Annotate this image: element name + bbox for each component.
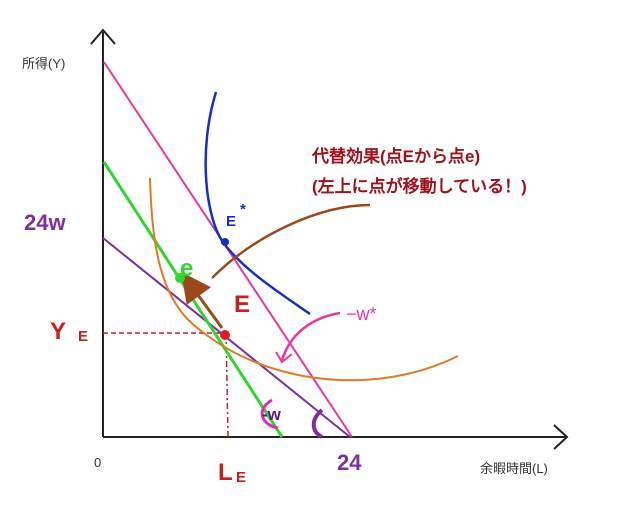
point-e-dot: [175, 273, 185, 283]
slope-w-label: -w: [262, 405, 282, 424]
x-axis-label: 余暇時間(L): [480, 461, 548, 476]
note-line-1: 代替効果(点Eから点e): [311, 146, 480, 166]
origin-label: 0: [94, 455, 101, 470]
y-e-subscript: E: [78, 328, 88, 345]
indifference-curve-blue: [204, 91, 311, 316]
point-E-star-label: E: [226, 213, 236, 230]
point-e-label: e: [180, 255, 193, 282]
point-E-label: E: [234, 291, 250, 318]
l-e-subscript: E: [236, 469, 246, 486]
slope-w-star-pointer: [280, 311, 341, 361]
point-E-star-dot: [221, 238, 229, 246]
x-axis-arrowhead: [553, 424, 569, 450]
indifference-curve-orange: [149, 177, 459, 382]
compensated-budget-line: [102, 161, 284, 438]
slope-pink-hook: [260, 398, 279, 430]
slope-w-angle-mark: [311, 408, 324, 439]
time-endowment-label: 24: [337, 450, 362, 475]
y-e-label: Y: [50, 318, 66, 345]
income-intercept-label: 24w: [24, 210, 66, 235]
l-e-label: L: [218, 459, 233, 486]
slope-w-star-label: −w*: [346, 304, 377, 324]
note-pointer-curve: [211, 203, 371, 279]
point-E-star-superscript: *: [240, 201, 246, 218]
y-axis-label: 所得(Y): [22, 56, 65, 71]
slope-w-star-pointer-head: [275, 351, 293, 364]
substitution-arrow: [181, 271, 224, 329]
point-E-dot: [220, 330, 230, 340]
y-axis-arrowhead: [90, 28, 116, 45]
note-line-2: (左上に点が移動している！): [312, 176, 527, 196]
